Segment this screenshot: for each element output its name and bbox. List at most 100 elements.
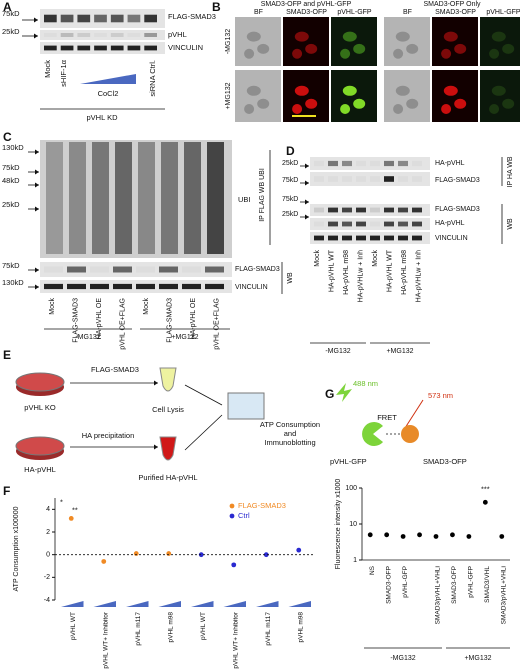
step-label: HA precipitation [82,431,135,440]
blot-band [144,33,157,37]
arrow-head [154,380,158,386]
blot-band [159,266,178,273]
arrow-head [305,214,309,220]
micrograph [283,70,329,122]
step-label: ATP Consumption [260,420,320,429]
blot-band [77,14,91,23]
blot-band [328,160,338,167]
blot-band [370,176,380,182]
blot-band [90,266,109,273]
y-tick-label: -4 [44,597,50,604]
arrow [184,414,223,451]
blot-band [412,176,422,182]
cell [353,98,366,109]
blot [40,140,232,258]
marker: 48kD [2,176,20,185]
blot-band [328,235,338,241]
blot-band [44,283,63,290]
arrow-head [154,444,158,450]
band-label: HA-pVHL [435,220,465,227]
blot-band [113,283,132,290]
gradient-wedge [223,601,246,607]
dot [101,559,107,564]
lane-label: HA-pVHL OE [96,298,103,340]
group-label: +MG132 [171,334,198,341]
blot-band [94,45,107,51]
step-label: and [284,429,297,438]
y-tick-label: 10 [349,521,357,528]
arrow-head [35,182,39,188]
blot-band [113,266,132,273]
group-label: +MG132 [386,348,413,355]
blot-band [398,207,408,213]
cell [454,98,467,109]
cell [244,48,255,59]
band-label: FLAG-SMAD3 [435,206,480,213]
dot [263,552,269,558]
micrograph [235,70,281,122]
step-label: Cell Lysis [152,405,184,414]
lane-label: HA-pVHL OE [190,298,197,340]
blot-smear [69,142,86,254]
arrow-head [35,169,39,175]
arrow-head [35,206,39,212]
blot-smear [161,142,178,254]
blot-band [328,207,338,213]
arrow-head [34,17,38,23]
y-tick-label: 1 [353,557,357,564]
lane-label: HA-pVHL m98 [401,250,408,295]
cell [491,31,506,42]
treatment-label: CoCl2 [98,89,119,98]
cell [443,85,458,96]
blot-band [205,266,224,273]
lane-label: FLAG-SMAD3 [72,298,79,343]
blot-band [67,283,86,290]
cell [406,98,419,109]
blot-band [314,221,324,227]
x-tick-label: SMAD3-OFP [385,566,392,604]
arrow-head [35,149,39,155]
y-tick-label: 4 [46,506,50,513]
dot [499,534,505,539]
micrograph [432,70,478,122]
band-label: VINCULIN [235,284,268,291]
blot-band [384,176,394,182]
fret-label: FRET [377,413,397,422]
legend-label: FLAG-SMAD3 [238,501,286,510]
molecule-label: pVHL-GFP [330,457,367,466]
lane-label: sHIF-1α [59,59,68,87]
marker: 75kD [2,261,20,270]
panel-label: B [212,0,221,14]
band-label: FLAG-SMAD3 [435,177,480,184]
step-label: pVHL KO [24,403,56,412]
blot-band [144,14,157,23]
blot-band [398,176,408,182]
blot-band [60,45,74,51]
x-tick-label: pVHL m117 [135,612,142,646]
blot-band [342,176,352,182]
dot [400,534,406,539]
dot [133,551,139,556]
gradient-wedge [80,74,136,84]
marker: 25kD [2,200,20,209]
wavelength: 573 nm [428,391,453,400]
column-label: BF [403,9,412,16]
blot-band [205,283,224,290]
blot-smear [138,142,155,254]
blot-band [127,14,141,23]
arrow-head [305,180,309,186]
blot-band [342,235,352,241]
dot [466,534,472,539]
blot-band [412,221,422,227]
blot-band [314,235,324,241]
blot-band [356,235,366,241]
lane-label: pVHL OE+FLAG [213,298,220,350]
arrow-head [35,267,39,273]
cell [489,104,500,114]
x-tick-label: SMAD3/pVHL+VHLi [435,566,442,624]
annotation: * [60,498,63,507]
group-label: +MG132 [464,655,491,662]
blot-band [314,160,324,167]
gradient-wedge [93,601,116,607]
cell [454,43,467,54]
